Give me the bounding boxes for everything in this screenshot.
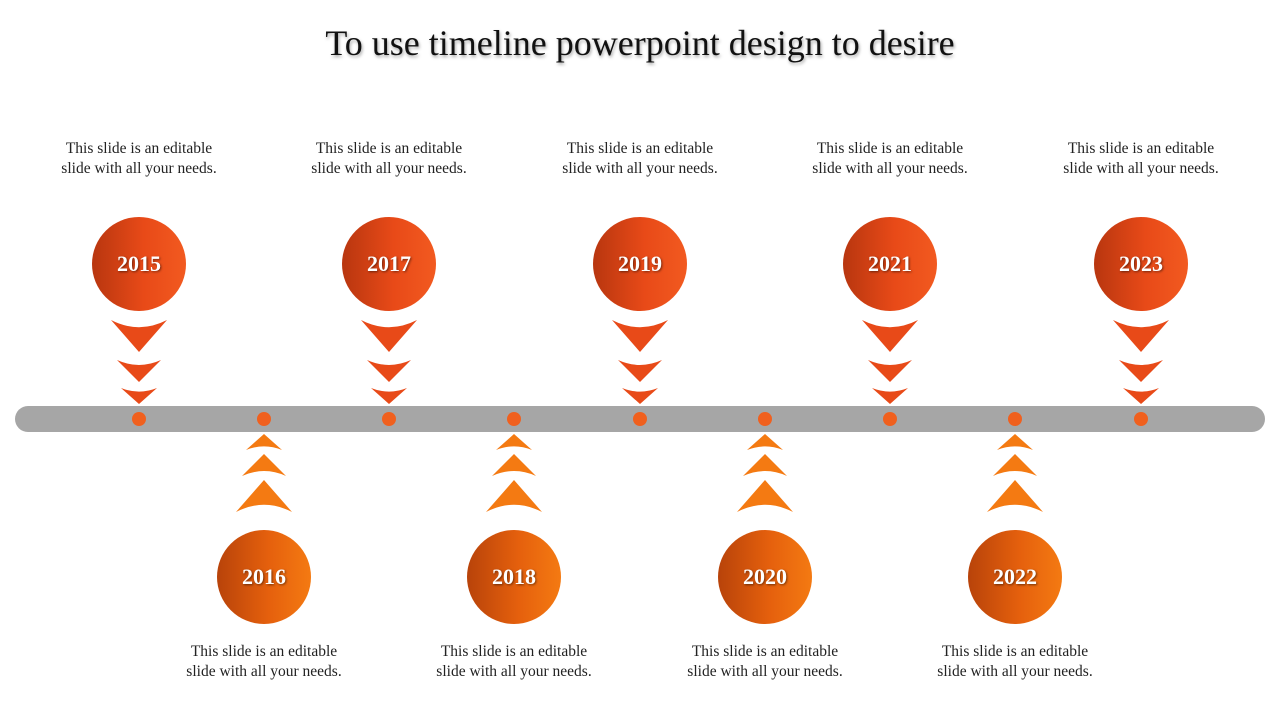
year-label: 2019: [618, 251, 662, 276]
chevron-group: [234, 434, 294, 525]
timeline-dot: [883, 412, 897, 426]
milestone-description: This slide is an editable slide with all…: [311, 140, 467, 177]
milestone-description: This slide is an editable slide with all…: [436, 643, 592, 680]
timeline-dot: [257, 412, 271, 426]
year-circle: 2020: [718, 530, 812, 624]
timeline-dot: [1008, 412, 1022, 426]
arrow-up-chevrons-icon: [486, 434, 542, 512]
chevron-group: [359, 320, 419, 411]
arrow-up-chevrons-icon: [737, 434, 793, 512]
arrow-down-chevrons-icon: [361, 320, 417, 404]
timeline-dot: [507, 412, 521, 426]
chevron-group: [860, 320, 920, 411]
timeline-dot: [1134, 412, 1148, 426]
chevron-group: [985, 434, 1045, 525]
milestone-description: This slide is an editable slide with all…: [1063, 140, 1219, 177]
year-label: 2023: [1119, 251, 1163, 276]
timeline-dot: [382, 412, 396, 426]
milestone-description: This slide is an editable slide with all…: [812, 140, 968, 177]
year-label: 2022: [993, 564, 1037, 589]
chevron-group: [109, 320, 169, 411]
arrow-up-chevrons-icon: [987, 434, 1043, 512]
year-circle: 2019: [593, 217, 687, 311]
year-circle: 2021: [843, 217, 937, 311]
year-circle: 2015: [92, 217, 186, 311]
milestone-description: This slide is an editable slide with all…: [562, 140, 718, 177]
arrow-down-chevrons-icon: [612, 320, 668, 404]
year-circle: 2018: [467, 530, 561, 624]
arrow-down-chevrons-icon: [862, 320, 918, 404]
year-label: 2016: [242, 564, 286, 589]
slide-title: To use timeline powerpoint design to des…: [325, 23, 955, 63]
year-circle: 2016: [217, 530, 311, 624]
year-label: 2017: [367, 251, 411, 276]
milestone-description: This slide is an editable slide with all…: [61, 140, 217, 177]
chevron-group: [610, 320, 670, 411]
timeline-dot: [758, 412, 772, 426]
arrow-down-chevrons-icon: [1113, 320, 1169, 404]
year-label: 2018: [492, 564, 536, 589]
year-label: 2020: [743, 564, 787, 589]
milestone-description: This slide is an editable slide with all…: [687, 643, 843, 680]
chevron-group: [1111, 320, 1171, 411]
year-circle: 2022: [968, 530, 1062, 624]
year-label: 2021: [868, 251, 912, 276]
year-label: 2015: [117, 251, 161, 276]
chevron-group: [484, 434, 544, 525]
timeline-dot: [132, 412, 146, 426]
timeline-dot: [633, 412, 647, 426]
chevron-group: [735, 434, 795, 525]
year-circle: 2023: [1094, 217, 1188, 311]
milestone-description: This slide is an editable slide with all…: [937, 643, 1093, 680]
arrow-up-chevrons-icon: [236, 434, 292, 512]
arrow-down-chevrons-icon: [111, 320, 167, 404]
milestone-description: This slide is an editable slide with all…: [186, 643, 342, 680]
year-circle: 2017: [342, 217, 436, 311]
